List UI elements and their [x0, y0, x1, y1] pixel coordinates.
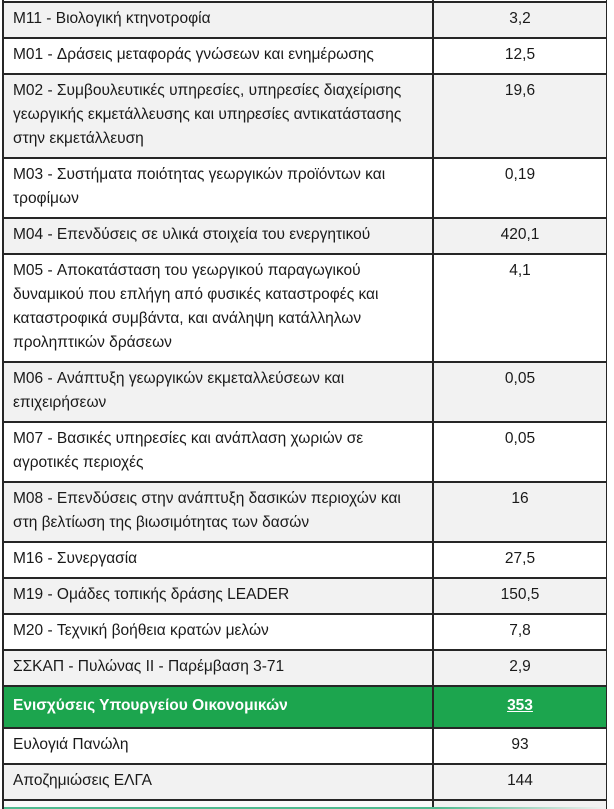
partial-row-bottom	[4, 801, 606, 809]
measure-value: 144	[507, 772, 533, 789]
row-label-cell: M16 - Συνεργασία	[4, 543, 432, 577]
measure-label: M05 - Αποκατάσταση του γεωργικού παραγωγ…	[13, 262, 379, 351]
row-value-cell: 150,5	[432, 579, 606, 613]
measure-label: M08 - Επενδύσεις στην ανάπτυξη δασικών π…	[13, 490, 401, 531]
table-row: M16 - Συνεργασία 27,5	[4, 543, 606, 579]
row-label-cell: M04 - Επενδύσεις σε υλικά στοιχεία του ε…	[4, 219, 432, 253]
row-label-cell: Ευλογιά Πανώλη	[4, 729, 432, 763]
measure-value: 16	[511, 490, 529, 507]
row-value-cell: 0,19	[432, 159, 606, 217]
table-row: M05 - Αποκατάσταση του γεωργικού παραγωγ…	[4, 255, 606, 363]
measure-label: M01 - Δράσεις μεταφοράς γνώσεων και ενημ…	[13, 46, 374, 63]
measure-value: 0,19	[504, 166, 536, 183]
row-label-cell: M11 - Βιολογική κτηνοτροφία	[4, 3, 432, 37]
row-value-cell: 4,1	[432, 255, 606, 361]
table-row: Ευλογιά Πανώλη 93	[4, 729, 606, 765]
row-value-cell: 27,5	[432, 543, 606, 577]
measure-label: M06 - Ανάπτυξη γεωργικών εκμεταλλεύσεων …	[13, 370, 345, 411]
measure-label: ΣΣΚΑΠ - Πυλώνας ΙΙ - Παρέμβαση 3-71	[13, 658, 285, 675]
measure-label: M11 - Βιολογική κτηνοτροφία	[13, 10, 211, 27]
measure-label: Ευλογιά Πανώλη	[13, 736, 129, 753]
table-row: M07 - Βασικές υπηρεσίες και ανάπλαση χωρ…	[4, 423, 606, 483]
table-row: ΣΣΚΑΠ - Πυλώνας ΙΙ - Παρέμβαση 3-71 2,9	[4, 651, 606, 687]
measure-value: 93	[511, 736, 529, 753]
table-row: M20 - Τεχνική βοήθεια κρατών μελών 7,8	[4, 615, 606, 651]
row-label-cell: M06 - Ανάπτυξη γεωργικών εκμεταλλεύσεων …	[4, 363, 432, 421]
measure-label: M20 - Τεχνική βοήθεια κρατών μελών	[13, 622, 269, 639]
row-label-cell: M03 - Συστήματα ποιότητας γεωργικών προϊ…	[4, 159, 432, 217]
row-label-cell: M05 - Αποκατάσταση του γεωργικού παραγωγ…	[4, 255, 432, 361]
table-row: M06 - Ανάπτυξη γεωργικών εκμεταλλεύσεων …	[4, 363, 606, 423]
measure-value: 2,9	[509, 658, 531, 675]
row-label-cell: M20 - Τεχνική βοήθεια κρατών μελών	[4, 615, 432, 649]
row-value-cell: 144	[432, 765, 606, 799]
measure-label: M02 - Συμβουλευτικές υπηρεσίες, υπηρεσίε…	[13, 82, 402, 147]
measure-value: 27,5	[504, 550, 536, 567]
row-label-cell: Αποζημιώσεις ΕΛΓΑ	[4, 765, 432, 799]
measure-label: Ενισχύσεις Υπουργείου Οικονομικών	[13, 697, 288, 714]
budget-table-rows: M11 - Βιολογική κτηνοτροφία 3,2 M01 - Δρ…	[4, 3, 606, 801]
measure-label: M04 - Επενδύσεις σε υλικά στοιχεία του ε…	[13, 226, 371, 243]
measure-value: 0,05	[504, 430, 536, 447]
row-label-cell: Ενισχύσεις Υπουργείου Οικονομικών	[4, 687, 432, 727]
measure-label: M19 - Ομάδες τοπικής δράσης LEADER	[13, 586, 290, 603]
measure-value: 353	[507, 697, 533, 714]
row-value-cell: 0,05	[432, 423, 606, 481]
row-value-cell: 16	[432, 483, 606, 541]
row-value-cell: 420,1	[432, 219, 606, 253]
table-row: Αποζημιώσεις ΕΛΓΑ 144	[4, 765, 606, 801]
row-value-cell: 7,8	[432, 615, 606, 649]
row-value-cell: 353	[432, 687, 606, 727]
partial-row-top	[4, 0, 606, 3]
table-row: M19 - Ομάδες τοπικής δράσης LEADER 150,5	[4, 579, 606, 615]
measure-value: 150,5	[500, 586, 540, 603]
table-row: M02 - Συμβουλευτικές υπηρεσίες, υπηρεσίε…	[4, 75, 606, 159]
row-value-cell: 2,9	[432, 651, 606, 685]
measure-value: 7,8	[509, 622, 531, 639]
row-label-cell: ΣΣΚΑΠ - Πυλώνας ΙΙ - Παρέμβαση 3-71	[4, 651, 432, 685]
row-label-cell: M08 - Επενδύσεις στην ανάπτυξη δασικών π…	[4, 483, 432, 541]
measure-label: M07 - Βασικές υπηρεσίες και ανάπλαση χωρ…	[13, 430, 364, 471]
table-row: M08 - Επενδύσεις στην ανάπτυξη δασικών π…	[4, 483, 606, 543]
measure-label: M16 - Συνεργασία	[13, 550, 138, 567]
row-value-cell: 0,05	[432, 363, 606, 421]
measure-value: 3,2	[509, 10, 531, 27]
row-value-cell: 12,5	[432, 39, 606, 73]
row-value-cell: 93	[432, 729, 606, 763]
measure-value: 4,1	[509, 262, 531, 279]
row-value-cell: 3,2	[432, 3, 606, 37]
measure-value: 19,6	[504, 82, 536, 99]
table-row: M01 - Δράσεις μεταφοράς γνώσεων και ενημ…	[4, 39, 606, 75]
row-label-cell: M01 - Δράσεις μεταφοράς γνώσεων και ενημ…	[4, 39, 432, 73]
table-row: M04 - Επενδύσεις σε υλικά στοιχεία του ε…	[4, 219, 606, 255]
measure-value: 0,05	[504, 370, 536, 387]
measure-label: Αποζημιώσεις ΕΛΓΑ	[13, 772, 152, 789]
measure-label: M03 - Συστήματα ποιότητας γεωργικών προϊ…	[13, 166, 386, 207]
row-label-cell: M07 - Βασικές υπηρεσίες και ανάπλαση χωρ…	[4, 423, 432, 481]
row-label-cell: M02 - Συμβουλευτικές υπηρεσίες, υπηρεσίε…	[4, 75, 432, 157]
row-value-cell: 19,6	[432, 75, 606, 157]
highlight-total-row: Ενισχύσεις Υπουργείου Οικονομικών 353	[4, 687, 606, 729]
measure-value: 12,5	[504, 46, 536, 63]
row-label-cell: M19 - Ομάδες τοπικής δράσης LEADER	[4, 579, 432, 613]
table-row: M11 - Βιολογική κτηνοτροφία 3,2	[4, 3, 606, 39]
table-row: M03 - Συστήματα ποιότητας γεωργικών προϊ…	[4, 159, 606, 219]
measure-value: 420,1	[500, 226, 540, 243]
